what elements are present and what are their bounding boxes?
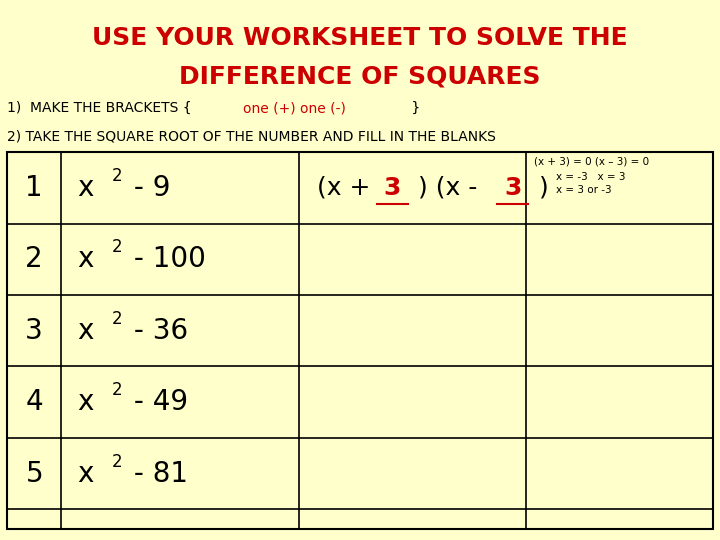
Text: x = -3   x = 3: x = -3 x = 3 [556,172,626,182]
Text: x = 3 or -3: x = 3 or -3 [556,185,611,195]
Text: 2: 2 [112,167,122,185]
Text: 3: 3 [25,317,43,345]
Text: 3: 3 [384,176,401,200]
Text: x: x [77,174,94,202]
Text: - 36: - 36 [125,317,188,345]
Text: 3: 3 [504,176,521,200]
Text: one (+) one (-): one (+) one (-) [243,101,346,115]
Text: 2: 2 [112,239,122,256]
Text: - 100: - 100 [125,245,205,273]
Text: - 81: - 81 [125,460,187,488]
Text: 2: 2 [112,381,122,399]
Text: ): ) [531,176,549,200]
Text: (x + 3) = 0 (x – 3) = 0: (x + 3) = 0 (x – 3) = 0 [534,157,649,167]
Text: 2: 2 [25,245,43,273]
Text: - 49: - 49 [125,388,188,416]
Text: 1)  MAKE THE BRACKETS {: 1) MAKE THE BRACKETS { [7,101,196,115]
Text: - 9: - 9 [125,174,170,202]
Text: 2: 2 [112,310,122,328]
Text: x: x [77,245,94,273]
Text: x: x [77,388,94,416]
Text: (x +: (x + [317,176,378,200]
Text: x: x [77,460,94,488]
Text: x: x [77,317,94,345]
Bar [7,152,713,529]
Text: 2) TAKE THE SQUARE ROOT OF THE NUMBER AND FILL IN THE BLANKS: 2) TAKE THE SQUARE ROOT OF THE NUMBER AN… [7,129,496,143]
Text: 2: 2 [112,453,122,471]
Text: 5: 5 [25,460,43,488]
Text: 1: 1 [25,174,43,202]
Text: ) (x -: ) (x - [410,176,486,200]
Text: DIFFERENCE OF SQUARES: DIFFERENCE OF SQUARES [179,65,541,89]
Text: USE YOUR WORKSHEET TO SOLVE THE: USE YOUR WORKSHEET TO SOLVE THE [92,26,628,50]
Text: 4: 4 [25,388,43,416]
Text: }: } [407,101,420,115]
